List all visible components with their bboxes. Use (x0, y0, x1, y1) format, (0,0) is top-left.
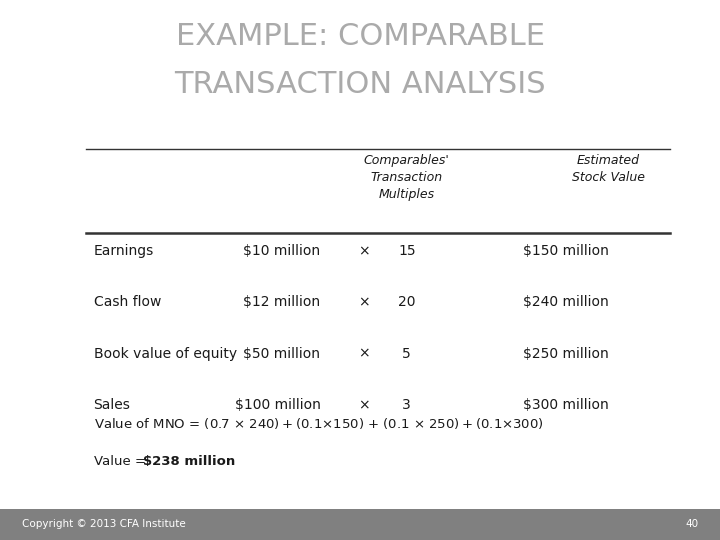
Text: Value of MNO = (0.7 × $240) + (0.1 × $150) + (0.1 × $250) + (0.1 × $300): Value of MNO = (0.7 × $240) + (0.1 × $15… (94, 416, 544, 431)
Text: $240 million: $240 million (523, 295, 608, 309)
Text: $238 million: $238 million (143, 455, 235, 468)
Text: ×: × (358, 244, 369, 258)
Text: Book value of equity: Book value of equity (94, 347, 237, 361)
Text: 40: 40 (685, 519, 698, 529)
Text: 3: 3 (402, 398, 411, 412)
Text: $300 million: $300 million (523, 398, 608, 412)
Text: EXAMPLE: COMPARABLE: EXAMPLE: COMPARABLE (176, 22, 544, 51)
Text: ×: × (358, 398, 369, 412)
Text: $150 million: $150 million (523, 244, 608, 258)
Text: ×: × (358, 295, 369, 309)
Text: $10 million: $10 million (243, 244, 320, 258)
Text: $250 million: $250 million (523, 347, 608, 361)
Text: Comparables'
Transaction
Multiples: Comparables' Transaction Multiples (364, 154, 450, 201)
Text: 15: 15 (398, 244, 415, 258)
Text: $100 million: $100 million (235, 398, 320, 412)
Text: Estimated
Stock Value: Estimated Stock Value (572, 154, 645, 184)
FancyBboxPatch shape (0, 509, 720, 540)
Text: $12 million: $12 million (243, 295, 320, 309)
Text: Value =: Value = (94, 455, 150, 468)
Text: TRANSACTION ANALYSIS: TRANSACTION ANALYSIS (174, 70, 546, 99)
Text: $50 million: $50 million (243, 347, 320, 361)
Text: Copyright © 2013 CFA Institute: Copyright © 2013 CFA Institute (22, 519, 185, 529)
Text: Cash flow: Cash flow (94, 295, 161, 309)
Text: Earnings: Earnings (94, 244, 154, 258)
Text: ×: × (358, 347, 369, 361)
Text: 5: 5 (402, 347, 411, 361)
Text: 20: 20 (398, 295, 415, 309)
Text: Sales: Sales (94, 398, 130, 412)
